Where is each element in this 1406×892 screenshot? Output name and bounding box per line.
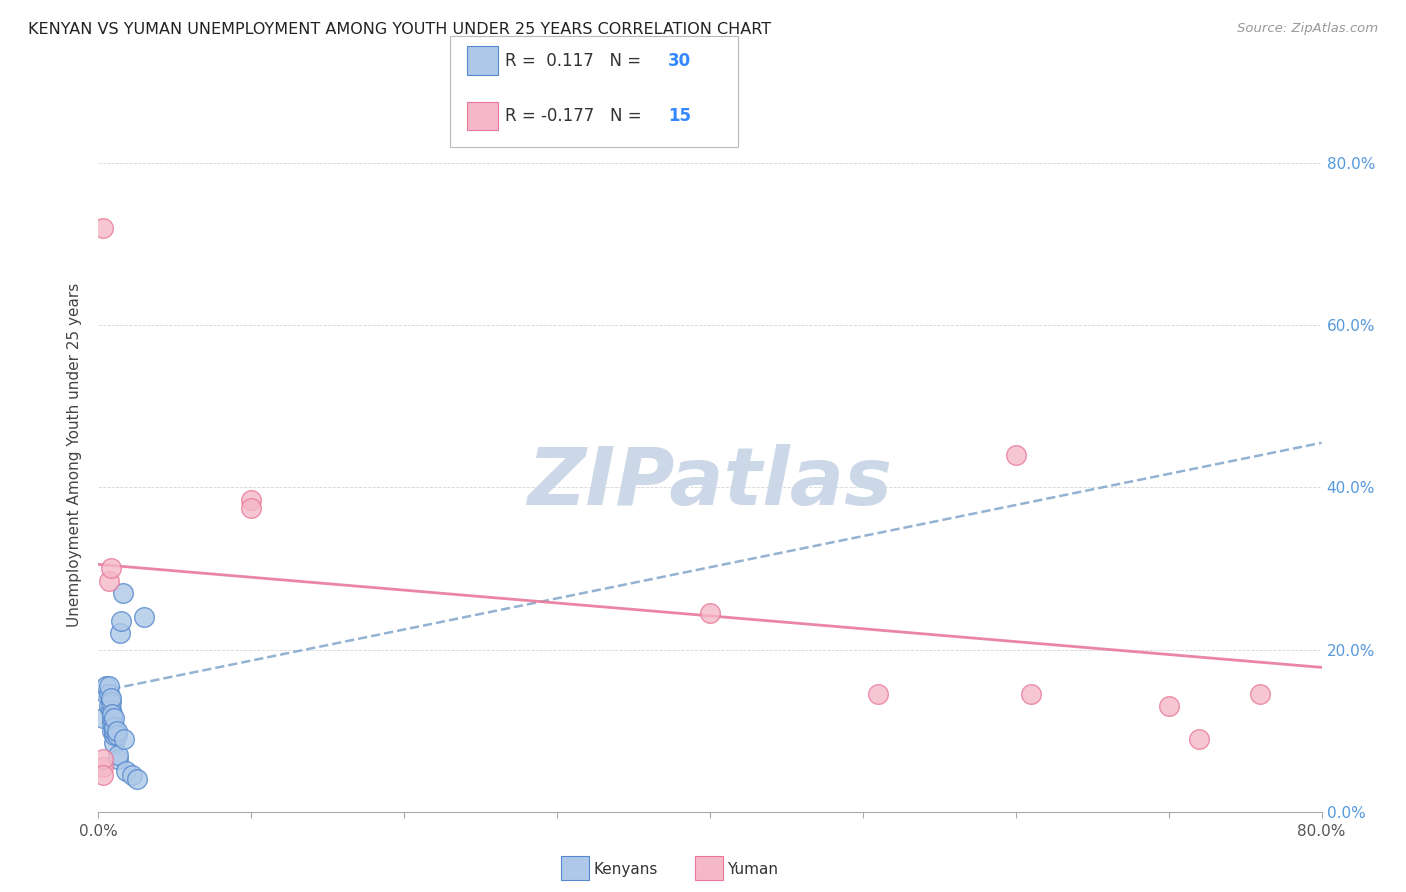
Point xyxy=(98,574,121,588)
Point xyxy=(1157,699,1180,714)
Point xyxy=(115,764,138,779)
Point xyxy=(98,679,121,693)
Point xyxy=(91,768,114,782)
Point xyxy=(105,723,128,738)
Point xyxy=(868,687,890,701)
Point xyxy=(107,752,129,766)
Point xyxy=(100,561,122,575)
Point xyxy=(91,220,114,235)
Point xyxy=(94,687,117,701)
Point xyxy=(105,728,128,742)
Point xyxy=(699,606,721,620)
Point xyxy=(94,679,117,693)
Point xyxy=(101,715,124,730)
Point xyxy=(240,500,263,515)
Point xyxy=(98,687,121,701)
Point xyxy=(1019,687,1042,701)
Point xyxy=(101,707,124,722)
Point xyxy=(240,492,263,507)
Text: Kenyans: Kenyans xyxy=(593,863,658,877)
Point xyxy=(1188,731,1211,746)
Point xyxy=(91,752,114,766)
Point xyxy=(121,768,143,782)
Point xyxy=(103,711,125,725)
Point xyxy=(1004,448,1026,462)
Text: R =  0.117   N =: R = 0.117 N = xyxy=(505,52,647,70)
Text: 15: 15 xyxy=(668,107,690,125)
Point xyxy=(111,586,134,600)
Text: R = -0.177   N =: R = -0.177 N = xyxy=(505,107,647,125)
Point xyxy=(100,695,122,709)
Point xyxy=(103,720,125,734)
Point xyxy=(125,772,148,787)
Point xyxy=(103,728,125,742)
Point xyxy=(98,699,121,714)
Y-axis label: Unemployment Among Youth under 25 years: Unemployment Among Youth under 25 years xyxy=(67,283,83,627)
Point xyxy=(101,711,124,725)
Point xyxy=(1249,687,1271,701)
Point xyxy=(91,711,114,725)
Point xyxy=(91,760,114,774)
Point xyxy=(112,731,135,746)
Point xyxy=(100,691,122,706)
Point xyxy=(103,736,125,750)
Point xyxy=(110,614,132,628)
Text: ZIPatlas: ZIPatlas xyxy=(527,444,893,523)
Point xyxy=(134,610,156,624)
Text: Source: ZipAtlas.com: Source: ZipAtlas.com xyxy=(1237,22,1378,36)
Point xyxy=(107,747,129,762)
Text: 30: 30 xyxy=(668,52,690,70)
Point xyxy=(100,703,122,717)
Point xyxy=(108,626,131,640)
Point xyxy=(101,723,124,738)
Point xyxy=(103,723,125,738)
Text: KENYAN VS YUMAN UNEMPLOYMENT AMONG YOUTH UNDER 25 YEARS CORRELATION CHART: KENYAN VS YUMAN UNEMPLOYMENT AMONG YOUTH… xyxy=(28,22,772,37)
Text: Yuman: Yuman xyxy=(727,863,778,877)
